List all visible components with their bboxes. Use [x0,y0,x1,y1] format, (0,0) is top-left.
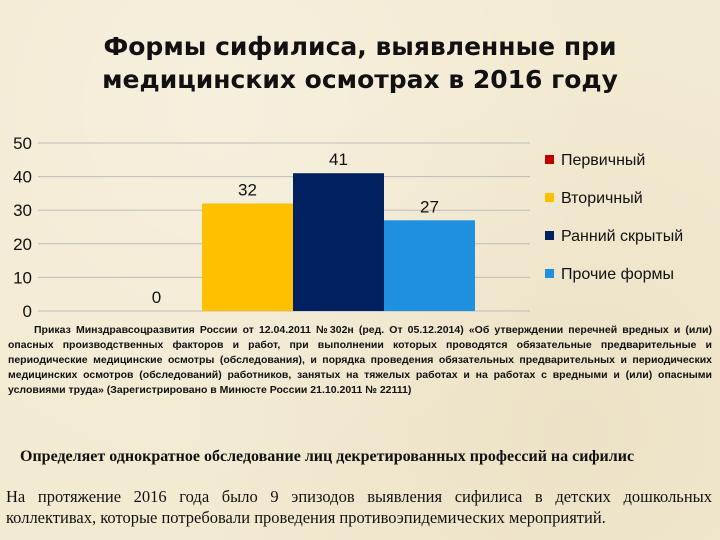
statement-episodes: На протяжение 2016 года было 9 эпизодов … [6,487,712,527]
data-label: 32 [238,180,257,199]
bar-4 [384,220,475,311]
legend-swatch [545,269,554,278]
legend-label: Первичный [561,152,645,169]
y-tick-label: 20 [13,235,32,254]
page-title: Формы сифилиса, выявленные при медицинск… [60,30,660,96]
order-reference-text: Приказ Минздравсоцразвития России от 12.… [8,324,712,396]
data-label: 41 [329,150,348,169]
legend-swatch [545,193,554,202]
chart-svg: 0 10 20 30 40 50 0 32 41 27 Первичный Вторичный Ранн… [13,134,683,321]
y-tick-label: 0 [23,302,32,321]
y-tick-label: 40 [13,168,32,187]
title-line-2: медицинских осмотрах в 2016 году [102,65,618,94]
y-tick-label: 10 [13,268,32,287]
data-label: 0 [152,288,161,307]
y-tick-label: 30 [13,201,32,220]
legend-label: Прочие формы [561,266,674,283]
statement-screening: Определяет однократное обследование лиц … [20,448,635,465]
bar-chart: 0 10 20 30 40 50 0 32 41 27 Первичный Вторичный Ранн… [0,130,720,322]
legend-swatch [545,231,554,240]
data-label: 27 [420,197,439,216]
legend-label: Вторичный [561,190,643,207]
legend-swatch [545,155,554,164]
bar-3 [293,173,384,311]
legend-label: Ранний скрытый [561,228,683,245]
title-line-1: Формы сифилиса, выявленные при [103,32,617,61]
bar-2 [202,203,293,311]
y-tick-label: 50 [13,134,32,153]
